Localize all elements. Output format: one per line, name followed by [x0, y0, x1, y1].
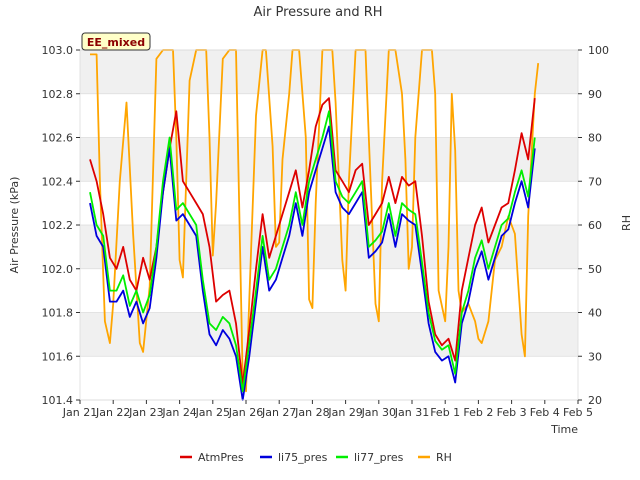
x-tick-label: Jan 28: [294, 406, 329, 419]
x-tick-label: Feb 3: [497, 406, 527, 419]
y-right-tick-label: 20: [588, 394, 602, 407]
y-right-tick-label: 60: [588, 219, 602, 232]
x-tick-label: Jan 21: [62, 406, 97, 419]
y-right-tick-label: 40: [588, 307, 602, 320]
y-right-tick-label: 90: [588, 88, 602, 101]
plot-band: [80, 181, 578, 225]
plot-background: [80, 50, 578, 400]
y-left-tick-label: 102.4: [42, 175, 74, 188]
y-left-axis: 101.4 101.6 101.8 102.0 102.2 102.4 102.6 102.8…: [42, 44, 80, 407]
plot-band: [80, 312, 578, 357]
x-tick-label: Jan 31: [394, 406, 429, 419]
legend-label: li75_pres: [278, 451, 328, 464]
plot-band: [80, 50, 578, 94]
x-tick-label: Jan 29: [327, 406, 362, 419]
legend-label: RH: [436, 451, 452, 464]
plot-band: [80, 356, 578, 400]
legend-label: li77_pres: [354, 451, 404, 464]
y-left-axis-label: Air Pressure (kPa): [8, 177, 21, 274]
legend-label: AtmPres: [198, 451, 244, 464]
y-right-tick-label: 100: [588, 44, 609, 57]
y-right-axis-label: RH: [620, 215, 633, 231]
x-tick-label: Jan 26: [228, 406, 263, 419]
x-tick-label: Jan 23: [128, 406, 163, 419]
y-left-tick-label: 101.6: [42, 350, 74, 363]
plot-band: [80, 137, 578, 182]
y-left-tick-label: 102.2: [42, 219, 74, 232]
y-left-tick-label: 102.6: [42, 132, 74, 145]
y-left-tick-label: 101.4: [42, 394, 74, 407]
plot-band: [80, 268, 578, 313]
x-tick-label: Jan 25: [195, 406, 230, 419]
x-tick-label: Jan 24: [161, 406, 196, 419]
series-layer: [89, 49, 540, 401]
y-left-tick-label: 102.8: [42, 88, 74, 101]
y-right-tick-label: 50: [588, 263, 602, 276]
y-right-tick-label: 70: [588, 175, 602, 188]
x-tick-label: Jan 22: [95, 406, 130, 419]
x-tick-label: Feb 4: [530, 406, 560, 419]
y-right-axis: 20 30 40 50 60 70 80 90 100: [578, 44, 609, 407]
x-tick-label: Feb 2: [463, 406, 493, 419]
series-line-li77-pres: [89, 110, 536, 393]
chart-title: Air Pressure and RH: [253, 5, 382, 20]
x-tick-label: Feb 5: [563, 406, 593, 419]
x-axis-label: Time: [550, 423, 578, 436]
series-line-li75-pres: [89, 125, 536, 401]
x-tick-label: Feb 1: [430, 406, 460, 419]
legend: AtmPres li75_pres li77_pres RH: [180, 451, 452, 464]
x-tick-label: Jan 30: [361, 406, 396, 419]
site-badge-label: EE_mixed: [87, 36, 145, 49]
y-left-tick-label: 103.0: [42, 44, 74, 57]
y-right-tick-label: 80: [588, 132, 602, 145]
y-right-tick-label: 30: [588, 350, 602, 363]
x-tick-label: Jan 27: [261, 406, 296, 419]
site-badge: EE_mixed: [81, 32, 151, 51]
y-left-tick-label: 101.8: [42, 307, 74, 320]
y-left-tick-label: 102.0: [42, 263, 74, 276]
